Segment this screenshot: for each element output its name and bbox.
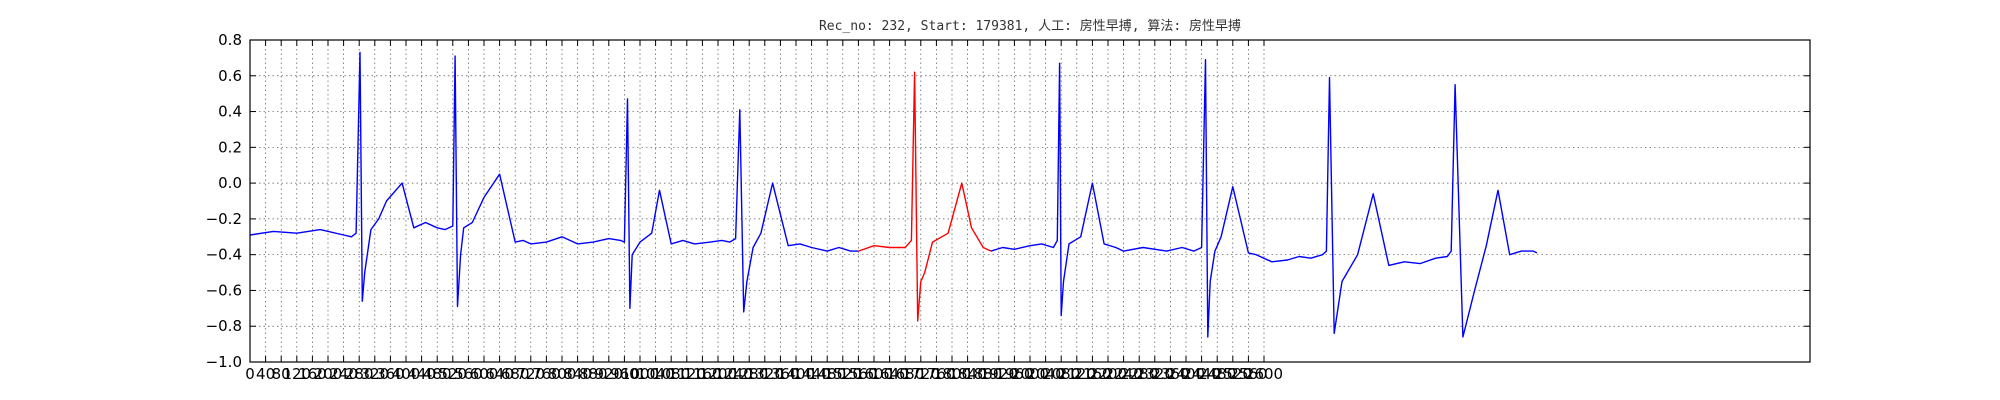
x-tick-label: 1520	[824, 365, 862, 383]
x-tick-label: 840	[563, 365, 592, 383]
plot-frame	[249, 39, 1811, 363]
x-tick-label: 480	[423, 365, 452, 383]
x-tick-label: 160	[298, 365, 327, 383]
y-tick-label: −0.6	[206, 281, 242, 299]
y-tick-label: −0.8	[206, 317, 242, 335]
x-tick-label: 2160	[1073, 365, 1111, 383]
y-tick-label: 0.4	[218, 103, 242, 121]
x-tick-label: 720	[516, 365, 545, 383]
ecg-series-3	[990, 59, 1538, 338]
x-tick-label: 1880	[964, 365, 1002, 383]
x-tick-label: 760	[532, 365, 561, 383]
x-tick-label: 2520	[1214, 365, 1252, 383]
x-tick-label: 2360	[1151, 365, 1189, 383]
y-tick-label: 0.0	[218, 174, 242, 192]
y-tick-label: 0.2	[218, 138, 242, 156]
x-tick-label: 1680	[886, 365, 924, 383]
x-tick-label: 1360	[761, 365, 799, 383]
x-tick-label: 200	[314, 365, 343, 383]
x-tick-label: 80	[272, 365, 291, 383]
x-tick-label: 2560	[1229, 365, 1267, 383]
x-tick-label: 400	[392, 365, 421, 383]
x-tick-label: 1040	[637, 365, 675, 383]
x-axis-ticks: 0 408012016020024028032036040044048052056…	[245, 40, 1283, 383]
x-tick-label: 680	[501, 365, 530, 383]
x-tick-label: 1440	[793, 365, 831, 383]
x-tick-label: 2400	[1167, 365, 1205, 383]
x-tick-label: 640	[485, 365, 514, 383]
x-tick-label: 2280	[1120, 365, 1158, 383]
x-tick-label: 1920	[980, 365, 1018, 383]
x-tick-label: 560	[454, 365, 483, 383]
x-tick-label: 1760	[917, 365, 955, 383]
x-tick-label: 2120	[1058, 365, 1096, 383]
x-tick-label: 2600	[1245, 365, 1283, 383]
x-tick-label: 2000	[1011, 365, 1049, 383]
x-tick-label: 600	[470, 365, 499, 383]
x-tick-label: 360	[376, 365, 405, 383]
x-tick-label: 2440	[1183, 365, 1221, 383]
x-tick-label: 1600	[855, 365, 893, 383]
x-tick-label: 120	[282, 365, 311, 383]
chart-title: Rec_no: 232, Start: 179381, 人工: 房性早搏, 算法…	[819, 18, 1241, 34]
x-tick-label: 520	[438, 365, 467, 383]
x-tick-label: 1320	[746, 365, 784, 383]
y-axis-ticks: 0.8 0.6 0.4 0.2 0.0 −0.2 −0.4 −0.6 −0.8 −1.0	[206, 31, 1810, 371]
x-tick-label: 880	[579, 365, 608, 383]
x-tick-label: 1160	[683, 365, 721, 383]
x-tick-label: 1280	[730, 365, 768, 383]
grid	[250, 40, 1810, 362]
x-tick-label: 960	[610, 365, 639, 383]
x-tick-label: 2240	[1105, 365, 1143, 383]
x-tick-label: 1000	[621, 365, 659, 383]
y-tick-label: −1.0	[206, 353, 242, 371]
x-tick-label: 2040	[1027, 365, 1065, 383]
x-tick-label: 1400	[777, 365, 815, 383]
x-tick-label: 1840	[949, 365, 987, 383]
x-tick-label: 1800	[933, 365, 971, 383]
x-tick-label: 1200	[699, 365, 737, 383]
x-tick-label: 1560	[839, 365, 877, 383]
x-tick-label: 240	[329, 365, 358, 383]
x-tick-label: 1080	[652, 365, 690, 383]
ecg-series-2	[858, 71, 992, 322]
x-tick-label: 2320	[1136, 365, 1174, 383]
x-tick-label: 2200	[1089, 365, 1127, 383]
x-tick-label: 920	[594, 365, 623, 383]
y-tick-label: 0.8	[218, 31, 242, 49]
x-tick-label: 280	[345, 365, 374, 383]
y-tick-label: −0.4	[206, 246, 242, 264]
x-tick-label: 2480	[1198, 365, 1236, 383]
x-tick-label: 440	[407, 365, 436, 383]
x-tick-label: 0	[245, 365, 255, 383]
x-tick-label: 1120	[668, 365, 706, 383]
series-layer	[249, 51, 1538, 338]
y-tick-label: 0.6	[218, 67, 242, 85]
x-tick-label: 1720	[902, 365, 940, 383]
ecg-series-1	[249, 51, 859, 313]
x-tick-label: 40	[256, 365, 275, 383]
x-tick-label: 1240	[715, 365, 753, 383]
x-tick-label: 1960	[995, 365, 1033, 383]
x-tick-label: 1480	[808, 365, 846, 383]
x-tick-label: 2080	[1042, 365, 1080, 383]
x-tick-label: 800	[548, 365, 577, 383]
x-tick-label: 1640	[871, 365, 909, 383]
y-tick-label: −0.2	[206, 210, 242, 228]
x-tick-label: 320	[360, 365, 389, 383]
